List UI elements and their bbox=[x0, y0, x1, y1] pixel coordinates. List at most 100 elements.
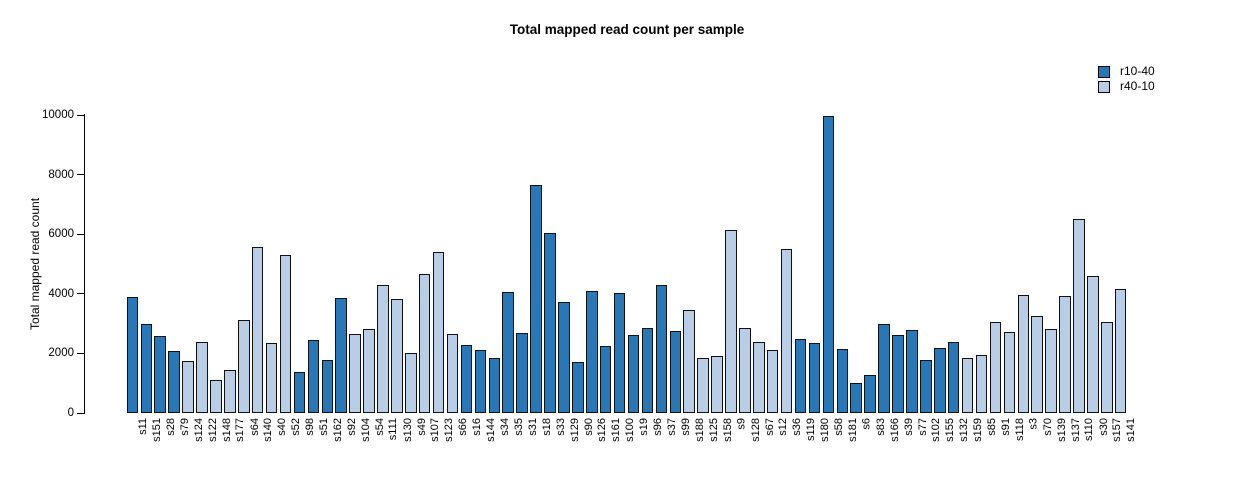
x-tick-label-s31: s31 bbox=[526, 418, 539, 436]
x-tick-label-s18: s18 bbox=[540, 418, 553, 436]
bar-s79 bbox=[168, 351, 180, 413]
x-tick-label-s110: s110 bbox=[1083, 418, 1096, 442]
x-tick-label-s30: s30 bbox=[1097, 418, 1110, 436]
y-tick-mark bbox=[77, 293, 84, 295]
x-tick-label-s54: s54 bbox=[373, 418, 386, 436]
x-tick-label-s130: s130 bbox=[401, 418, 414, 442]
bar-s30 bbox=[1087, 276, 1099, 413]
x-tick-label-s35: s35 bbox=[512, 418, 525, 436]
bar-s35 bbox=[502, 292, 514, 413]
x-tick-label-s181: s181 bbox=[846, 418, 859, 442]
bar-s125 bbox=[697, 358, 709, 413]
bar-s148 bbox=[210, 380, 222, 413]
bar-s123 bbox=[432, 252, 445, 413]
x-tick-label-s157: s157 bbox=[1111, 418, 1124, 442]
x-tick-label-s118: s118 bbox=[1013, 418, 1026, 442]
bar-s159 bbox=[961, 358, 974, 413]
bar-s37 bbox=[655, 285, 668, 413]
y-axis-line bbox=[84, 114, 85, 414]
x-tick-label-s64: s64 bbox=[248, 418, 261, 436]
y-tick-mark bbox=[77, 174, 84, 176]
x-tick-label-s77: s77 bbox=[916, 418, 929, 436]
bar-s157 bbox=[1101, 322, 1113, 413]
y-tick-mark bbox=[77, 233, 84, 235]
bar-s40 bbox=[265, 343, 278, 413]
bar-s137 bbox=[1059, 296, 1071, 413]
y-tick-label: 2000 bbox=[48, 347, 74, 360]
x-tick-label-s151: s151 bbox=[150, 418, 163, 442]
x-tick-label-s92: s92 bbox=[345, 418, 358, 436]
bar-s100 bbox=[613, 293, 626, 413]
bar-s11 bbox=[126, 297, 139, 413]
x-tick-label-s159: s159 bbox=[972, 418, 985, 442]
bar-s16 bbox=[460, 345, 473, 413]
x-tick-label-s28: s28 bbox=[164, 418, 177, 436]
x-tick-label-s33: s33 bbox=[554, 418, 567, 436]
x-tick-label-s100: s100 bbox=[624, 418, 637, 442]
bar-s98 bbox=[293, 372, 306, 413]
bar-s130 bbox=[391, 299, 403, 413]
y-axis-title: Total mapped read count bbox=[28, 197, 42, 331]
y-tick-mark bbox=[77, 412, 84, 414]
bar-s19 bbox=[627, 335, 640, 413]
bar-s104 bbox=[349, 334, 361, 413]
x-tick-label-s99: s99 bbox=[679, 418, 692, 436]
x-tick-label-s137: s137 bbox=[1069, 418, 1082, 442]
bar-s96 bbox=[641, 328, 654, 413]
bar-s141 bbox=[1114, 289, 1127, 413]
x-tick-label-s139: s139 bbox=[1055, 418, 1068, 442]
x-tick-label-s129: s129 bbox=[568, 418, 581, 442]
bar-s90 bbox=[572, 362, 584, 413]
x-tick-label-s98: s98 bbox=[303, 418, 316, 436]
bar-s126 bbox=[586, 291, 598, 413]
x-tick-label-s67: s67 bbox=[763, 418, 776, 436]
bar-s67 bbox=[753, 342, 765, 413]
bar-s3 bbox=[1017, 295, 1030, 413]
x-tick-label-s148: s148 bbox=[220, 418, 233, 442]
bar-s64 bbox=[238, 320, 250, 413]
bar-s54 bbox=[363, 329, 375, 413]
x-tick-label-s37: s37 bbox=[665, 418, 678, 436]
y-tick-label: 0 bbox=[67, 407, 74, 419]
y-tick-label: 6000 bbox=[48, 228, 74, 241]
bar-s92 bbox=[335, 298, 347, 413]
bar-s28 bbox=[154, 336, 166, 413]
x-tick-label-s51: s51 bbox=[317, 418, 330, 436]
x-tick-label-s11: s11 bbox=[136, 418, 149, 435]
bar-s36 bbox=[780, 249, 793, 413]
x-tick-label-s111: s111 bbox=[387, 418, 400, 441]
x-tick-label-s166: s166 bbox=[888, 418, 901, 442]
bar-s119 bbox=[794, 339, 807, 413]
x-tick-label-s49: s49 bbox=[415, 418, 428, 436]
bar-s177 bbox=[224, 370, 236, 413]
chart-title: Total mapped read count per sample bbox=[509, 22, 745, 37]
x-tick-label-s36: s36 bbox=[791, 418, 804, 436]
x-tick-label-s125: s125 bbox=[707, 418, 720, 442]
y-tick-mark bbox=[77, 114, 84, 116]
bar-s129 bbox=[558, 302, 570, 413]
legend-swatch-r40-10 bbox=[1098, 80, 1110, 93]
bar-s158 bbox=[711, 356, 723, 413]
bar-s181 bbox=[836, 349, 849, 413]
legend-item-r10-40: r10-40 bbox=[1098, 64, 1155, 79]
x-tick-label-s9: s9 bbox=[735, 418, 748, 430]
x-tick-label-s132: s132 bbox=[958, 418, 971, 442]
bar-s70 bbox=[1031, 316, 1043, 413]
bar-s33 bbox=[544, 233, 556, 413]
x-tick-label-s126: s126 bbox=[596, 418, 609, 442]
x-tick-label-s19: s19 bbox=[638, 418, 650, 436]
x-tick-label-s177: s177 bbox=[234, 418, 247, 442]
x-tick-label-s158: s158 bbox=[721, 418, 734, 442]
bar-s110 bbox=[1073, 219, 1085, 413]
x-tick-label-s12: s12 bbox=[777, 418, 790, 436]
x-tick-label-s79: s79 bbox=[178, 418, 191, 436]
x-tick-label-s140: s140 bbox=[262, 418, 275, 442]
bar-s9 bbox=[725, 230, 737, 413]
bar-s34 bbox=[488, 358, 501, 413]
y-tick-mark bbox=[77, 352, 84, 354]
bar-s140 bbox=[251, 247, 264, 413]
bar-s107 bbox=[418, 274, 431, 413]
bar-s99 bbox=[669, 331, 682, 413]
x-tick-label-s161: s161 bbox=[610, 418, 623, 442]
